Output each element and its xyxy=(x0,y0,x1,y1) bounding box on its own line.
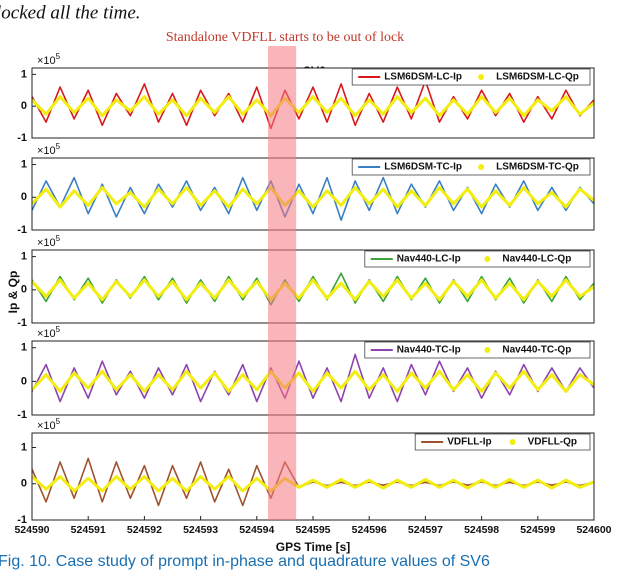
multiplier-exp: 5 xyxy=(56,52,61,61)
x-tick-label: 524595 xyxy=(295,524,330,536)
x-tick-label: 524590 xyxy=(14,524,49,536)
multiplier-exp: 5 xyxy=(56,325,61,334)
y-tick-label: 1 xyxy=(21,68,27,80)
y-axis-label: Ip & Qp xyxy=(6,271,20,314)
legend-box xyxy=(364,250,591,268)
legend-label: VDFLL-Qp xyxy=(528,437,577,448)
q-signal-line xyxy=(32,278,594,302)
y-tick-label: 1 xyxy=(21,342,27,354)
x-tick-label: 524591 xyxy=(71,524,106,536)
legend-label: Nav440-LC-Qp xyxy=(502,254,571,265)
y-tick-label: 0 xyxy=(21,100,27,112)
plot-frame xyxy=(31,432,595,521)
legend-label: LSM6DSM-LC-Ip xyxy=(384,72,462,83)
y-tick-label: 0 xyxy=(21,478,27,490)
y-tick-label: 1 xyxy=(21,441,27,453)
y-tick-label: 0 xyxy=(21,375,27,387)
q-signal-line xyxy=(32,475,594,493)
y-multiplier: ×105 xyxy=(37,417,61,432)
multiplier-base: ×10 xyxy=(37,328,56,340)
legend-box xyxy=(414,433,591,451)
legend-label: VDFLL-Ip xyxy=(447,437,491,448)
legend-dot xyxy=(484,256,491,262)
y-tick-label: -1 xyxy=(17,514,27,526)
y-tick-label: -1 xyxy=(17,132,27,144)
legend-label: LSM6DSM-LC-Qp xyxy=(496,72,579,83)
highlight-span xyxy=(268,46,297,520)
multiplier-base: ×10 xyxy=(37,145,56,157)
plot-frame xyxy=(31,340,595,416)
x-tick-label: 524593 xyxy=(183,524,218,536)
y-tick-label: 0 xyxy=(21,284,27,296)
caption: Fig. 10. Case study of prompt in-phase a… xyxy=(0,553,490,570)
annotation: Standalone VDFLL starts to be out of loc… xyxy=(166,30,404,45)
multiplier-exp: 5 xyxy=(56,234,61,243)
plot-frame xyxy=(31,67,595,139)
x-tick-label: 524597 xyxy=(408,524,443,536)
q-signal-line xyxy=(32,95,594,118)
q-signal-line xyxy=(32,185,594,209)
plot-area xyxy=(32,158,594,230)
y-multiplier: ×105 xyxy=(37,52,61,67)
legend-label: Nav440-LC-Ip xyxy=(397,254,461,265)
legend-label: LSM6DSM-TC-Ip xyxy=(384,162,462,173)
legend-label: LSM6DSM-TC-Qp xyxy=(496,162,579,173)
legend-dot xyxy=(478,164,485,170)
x-tick-label: 524596 xyxy=(352,524,387,536)
top-text: locked all the time. xyxy=(0,2,141,23)
legend-box xyxy=(364,341,591,359)
y-multiplier: ×105 xyxy=(37,234,61,249)
legend-box xyxy=(351,158,591,176)
legend-box xyxy=(351,68,591,86)
y-tick-label: -1 xyxy=(17,409,27,421)
y-multiplier: ×105 xyxy=(37,325,61,340)
x-tick-label: 524592 xyxy=(127,524,162,536)
x-axis-label: GPS Time [s] xyxy=(276,540,350,554)
legend-dot xyxy=(509,439,516,445)
multiplier-base: ×10 xyxy=(37,237,56,249)
y-tick-label: 0 xyxy=(21,191,27,203)
multiplier-exp: 5 xyxy=(56,142,61,151)
y-multiplier: ×105 xyxy=(37,142,61,157)
x-tick-label: 524599 xyxy=(520,524,555,536)
x-tick-label: 524598 xyxy=(464,524,499,536)
y-tick-label: 1 xyxy=(21,158,27,170)
plot-frame xyxy=(31,249,595,324)
x-tick-label: 524594 xyxy=(239,524,274,536)
plot-frame xyxy=(31,157,595,231)
legend-dot xyxy=(484,347,491,353)
y-tick-label: -1 xyxy=(17,224,27,236)
q-signal-line xyxy=(32,369,594,393)
x-tick-label: 524600 xyxy=(576,524,611,536)
legend-label: Nav440-TC-Ip xyxy=(397,345,461,356)
legend-dot xyxy=(478,74,485,80)
legend-label: Nav440-TC-Qp xyxy=(502,345,571,356)
multiplier-base: ×10 xyxy=(37,420,56,432)
y-tick-label: 1 xyxy=(21,251,27,263)
y-tick-label: -1 xyxy=(17,317,27,329)
multiplier-exp: 5 xyxy=(56,417,61,426)
multiplier-base: ×10 xyxy=(37,55,56,67)
